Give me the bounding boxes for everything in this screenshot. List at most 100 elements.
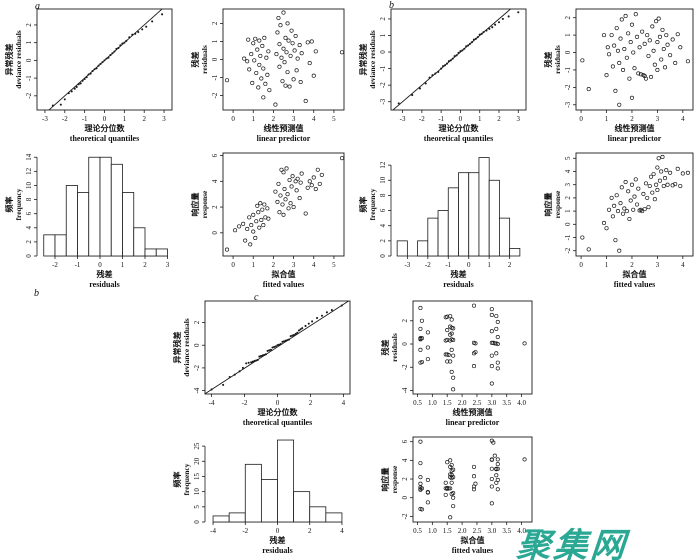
svg-text:2: 2	[630, 261, 634, 269]
svg-text:residuals: residuals	[89, 280, 120, 289]
svg-text:频率: 频率	[4, 197, 14, 213]
svg-text:12: 12	[25, 167, 33, 175]
svg-text:4.0: 4.0	[517, 527, 526, 535]
svg-text:10: 10	[193, 488, 201, 496]
svg-text:8: 8	[25, 197, 33, 201]
svg-text:残差: 残差	[97, 269, 113, 279]
svg-text:0: 0	[379, 50, 387, 54]
panel-a-resid-scatter: 0 1 2 3 4 5 -2 -1 0 1 2 线性预测值 linear predictor 残差 resi…	[190, 2, 350, 151]
svg-text:0: 0	[379, 254, 387, 258]
svg-text:残差: 残差	[190, 52, 200, 68]
svg-text:0: 0	[193, 520, 201, 524]
svg-text:2: 2	[25, 23, 33, 27]
watermark-logo: 聚集网	[515, 527, 630, 560]
svg-text:0: 0	[211, 231, 219, 235]
svg-text:1: 1	[564, 209, 572, 213]
svg-text:6: 6	[25, 211, 33, 215]
svg-text:3: 3	[656, 261, 660, 269]
svg-text:frequency: frequency	[368, 188, 377, 220]
svg-text:2: 2	[211, 205, 219, 209]
svg-text:-3: -3	[564, 101, 572, 107]
svg-text:-1: -1	[75, 261, 81, 269]
svg-text:0.5: 0.5	[413, 399, 422, 407]
panel-c-qq: -4 -2 0 2 4 -4 -2 0 2 理论分位数 theoretical quantiles 异…	[172, 294, 356, 435]
svg-text:response: response	[390, 465, 399, 493]
svg-text:残差: 残差	[270, 535, 286, 545]
svg-text:1.5: 1.5	[443, 399, 452, 407]
svg-text:0: 0	[276, 399, 280, 407]
svg-text:10: 10	[379, 176, 387, 184]
svg-text:2: 2	[564, 196, 572, 200]
svg-text:14: 14	[25, 153, 33, 161]
svg-text:response: response	[553, 190, 562, 218]
svg-text:2: 2	[497, 115, 501, 123]
svg-text:0: 0	[401, 495, 409, 499]
svg-text:拟合值: 拟合值	[461, 535, 485, 545]
svg-text:响应量: 响应量	[543, 193, 553, 217]
svg-text:frequency: frequency	[182, 463, 191, 495]
svg-text:3: 3	[162, 115, 166, 123]
svg-text:2: 2	[272, 261, 276, 269]
svg-text:响应量: 响应量	[380, 468, 390, 492]
svg-text:2.5: 2.5	[473, 399, 482, 407]
svg-text:-2: -2	[379, 82, 387, 88]
svg-text:0: 0	[25, 254, 33, 258]
svg-text:theoretical quantiles: theoretical quantiles	[70, 134, 139, 143]
svg-text:-4: -4	[210, 527, 216, 535]
svg-text:2: 2	[564, 15, 572, 19]
svg-text:0: 0	[193, 343, 201, 347]
svg-text:linear predictor: linear predictor	[446, 418, 500, 427]
svg-text:-1: -1	[82, 115, 88, 123]
panel-c-hist: -4 -2 0 2 4 0 5 10 15 20 25 残差 residuals 频率 frequency	[172, 430, 356, 560]
svg-text:residuals: residuals	[262, 546, 293, 555]
svg-text:1.5: 1.5	[443, 527, 452, 535]
svg-text:linear predictor: linear predictor	[257, 134, 311, 143]
svg-text:residuals: residuals	[443, 280, 474, 289]
svg-text:2: 2	[272, 115, 276, 123]
svg-text:4: 4	[312, 261, 316, 269]
svg-text:4: 4	[681, 261, 685, 269]
svg-text:1: 1	[252, 261, 256, 269]
svg-text:theoretical quantiles: theoretical quantiles	[243, 418, 312, 427]
svg-text:2: 2	[309, 399, 313, 407]
svg-text:8: 8	[379, 193, 387, 197]
panel-b-resid-scatter: 0 1 2 3 4 -3 -2 -1 0 1 2 线性预测值 linear predictor 残差 res…	[543, 2, 699, 151]
panel-b-qq: -3 -2 -1 0 1 2 3 -3 -2 -1 0 1 2 理论分位数 theoretical quan…	[358, 2, 532, 151]
svg-text:1: 1	[123, 115, 127, 123]
svg-text:-2: -2	[564, 247, 572, 253]
svg-text:0: 0	[459, 115, 463, 123]
svg-text:残差: 残差	[543, 52, 553, 68]
svg-text:response: response	[200, 190, 209, 218]
svg-text:-2: -2	[401, 513, 409, 519]
svg-text:3: 3	[292, 115, 296, 123]
svg-text:1: 1	[211, 39, 219, 43]
svg-text:-1: -1	[25, 75, 33, 81]
svg-text:1: 1	[478, 115, 482, 123]
svg-text:-1: -1	[564, 67, 572, 73]
svg-text:3: 3	[656, 115, 660, 123]
svg-text:0: 0	[103, 115, 107, 123]
group-label-b-side: b	[34, 288, 39, 299]
svg-text:25: 25	[193, 442, 201, 450]
svg-text:1.0: 1.0	[428, 527, 437, 535]
svg-text:0: 0	[231, 115, 235, 123]
svg-text:0: 0	[579, 261, 583, 269]
panel-a-response-scatter: 0 1 2 3 4 5 0 2 4 6 拟合值 fitted values 响应量 response	[190, 146, 350, 297]
svg-text:1: 1	[25, 40, 33, 44]
svg-text:residuals: residuals	[553, 45, 562, 74]
group-label-c: c	[254, 292, 259, 303]
svg-text:2: 2	[379, 239, 387, 243]
svg-text:3: 3	[517, 115, 521, 123]
svg-text:-3: -3	[400, 115, 406, 123]
svg-text:residuals: residuals	[200, 45, 209, 74]
svg-text:0: 0	[25, 58, 33, 62]
svg-text:3.0: 3.0	[487, 527, 496, 535]
svg-text:4: 4	[379, 223, 387, 227]
svg-text:异常残差: 异常残差	[358, 44, 368, 76]
svg-text:频率: 频率	[172, 472, 182, 488]
svg-text:6: 6	[401, 439, 409, 443]
svg-text:-2: -2	[401, 364, 409, 370]
svg-text:frequency: frequency	[14, 188, 23, 220]
svg-text:residuals: residuals	[390, 333, 399, 362]
svg-text:0: 0	[211, 57, 219, 61]
